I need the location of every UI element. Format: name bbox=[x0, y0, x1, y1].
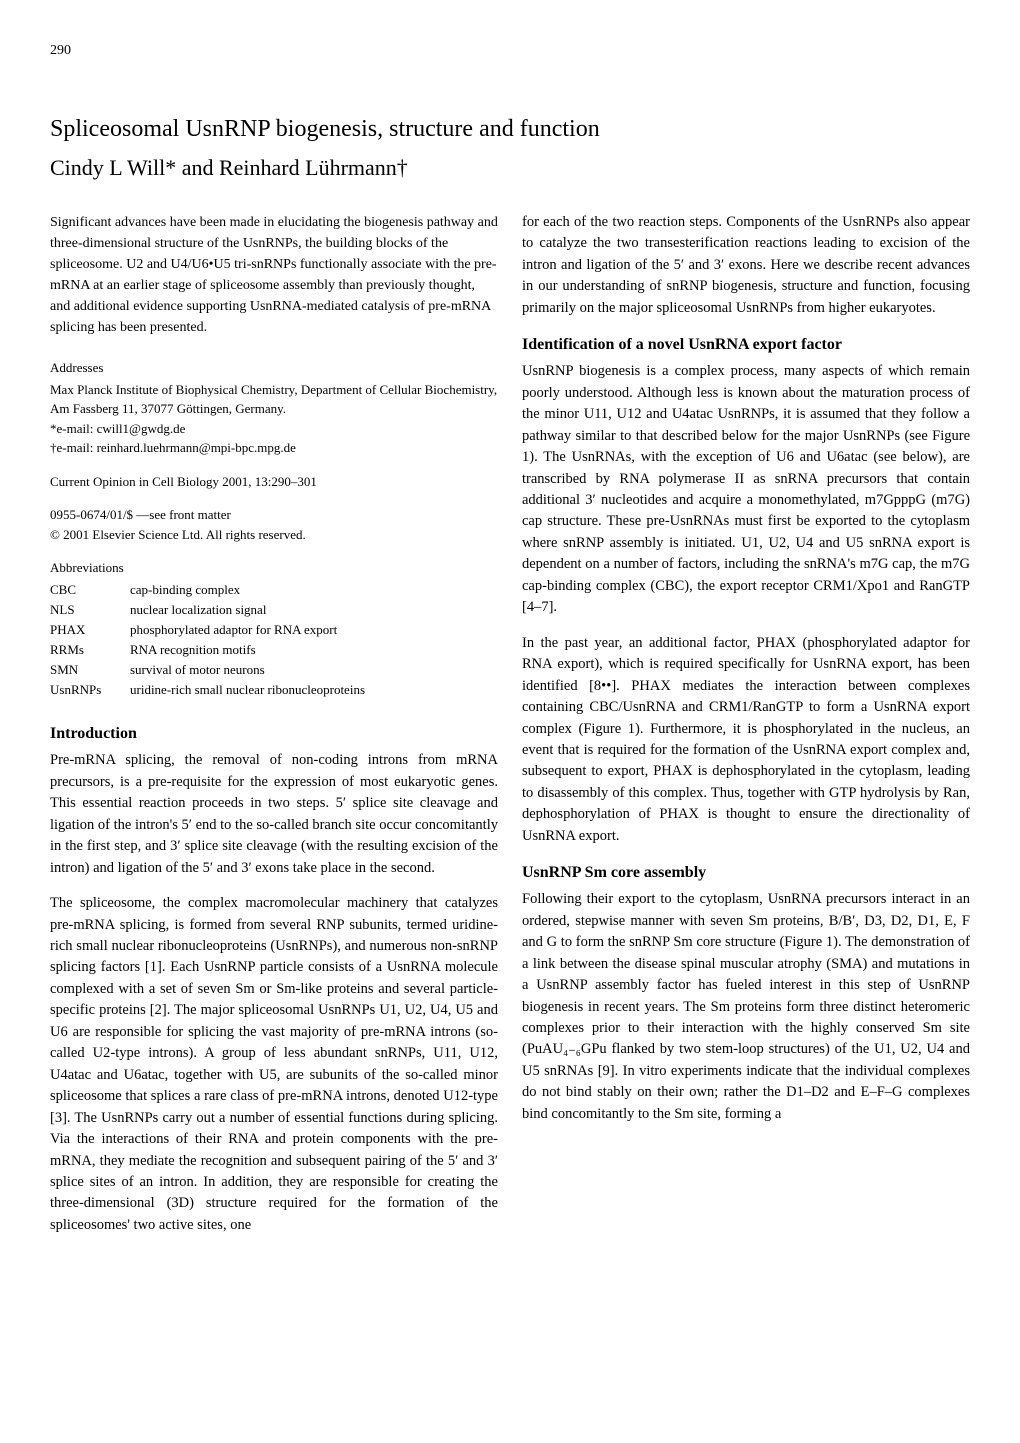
abbrev-key: PHAX bbox=[50, 620, 130, 640]
abbrev-key: CBC bbox=[50, 580, 130, 600]
abbrev-key: RRMs bbox=[50, 640, 130, 660]
abbrev-row: NLS nuclear localization signal bbox=[50, 600, 498, 620]
right-column: for each of the two reaction steps. Comp… bbox=[522, 212, 970, 1250]
identification-heading: Identification of a novel UsnRNA export … bbox=[522, 333, 970, 357]
abbreviations-heading: Abbreviations bbox=[50, 558, 498, 578]
introduction-heading: Introduction bbox=[50, 722, 498, 746]
abbreviations-block: Abbreviations CBC cap-binding complex NL… bbox=[50, 558, 498, 700]
abbrev-key: SMN bbox=[50, 660, 130, 680]
addresses-text: Max Planck Institute of Biophysical Chem… bbox=[50, 380, 498, 458]
abbrev-val: phosphorylated adaptor for RNA export bbox=[130, 620, 498, 640]
authors: Cindy L Will* and Reinhard Lührmann† bbox=[50, 151, 970, 184]
abbrev-val: survival of motor neurons bbox=[130, 660, 498, 680]
copyright: 0955-0674/01/$ —see front matter © 2001 … bbox=[50, 505, 498, 544]
page-number: 290 bbox=[50, 40, 970, 61]
abbrev-row: CBC cap-binding complex bbox=[50, 580, 498, 600]
body-paragraph: for each of the two reaction steps. Comp… bbox=[522, 212, 970, 319]
two-column-layout: Significant advances have been made in e… bbox=[50, 212, 970, 1250]
abbrev-val: RNA recognition motifs bbox=[130, 640, 498, 660]
abbrev-key: NLS bbox=[50, 600, 130, 620]
body-paragraph: Following their export to the cytoplasm,… bbox=[522, 889, 970, 1125]
journal-citation: Current Opinion in Cell Biology 2001, 13… bbox=[50, 472, 498, 492]
abbrev-row: PHAX phosphorylated adaptor for RNA expo… bbox=[50, 620, 498, 640]
abbrev-val: uridine-rich small nuclear ribonucleopro… bbox=[130, 680, 498, 700]
abbreviations-table: CBC cap-binding complex NLS nuclear loca… bbox=[50, 580, 498, 701]
abbrev-val: nuclear localization signal bbox=[130, 600, 498, 620]
sm-core-heading: UsnRNP Sm core assembly bbox=[522, 861, 970, 885]
body-paragraph: Pre-mRNA splicing, the removal of non-co… bbox=[50, 750, 498, 879]
abstract: Significant advances have been made in e… bbox=[50, 212, 498, 338]
abbrev-key: UsnRNPs bbox=[50, 680, 130, 700]
abbrev-row: UsnRNPs uridine-rich small nuclear ribon… bbox=[50, 680, 498, 700]
abbrev-row: RRMs RNA recognition motifs bbox=[50, 640, 498, 660]
body-paragraph: In the past year, an additional factor, … bbox=[522, 633, 970, 848]
body-paragraph: The spliceosome, the complex macromolecu… bbox=[50, 893, 498, 1236]
left-column: Significant advances have been made in e… bbox=[50, 212, 498, 1250]
abbrev-val: cap-binding complex bbox=[130, 580, 498, 600]
body-paragraph: UsnRNP biogenesis is a complex process, … bbox=[522, 361, 970, 618]
article-title: Spliceosomal UsnRNP biogenesis, structur… bbox=[50, 111, 970, 147]
addresses-heading: Addresses bbox=[50, 358, 498, 378]
abbrev-row: SMN survival of motor neurons bbox=[50, 660, 498, 680]
